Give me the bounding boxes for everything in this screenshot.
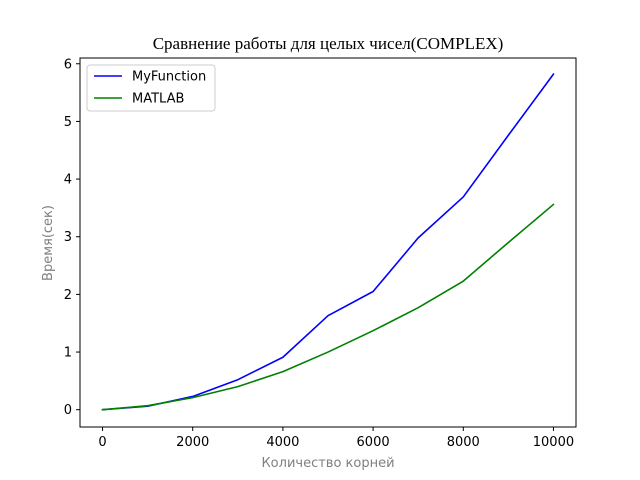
y-tick-label: 3 xyxy=(64,230,72,245)
y-tick-label: 1 xyxy=(64,346,72,361)
series-line-matlab xyxy=(101,203,555,411)
x-tick-label: 10000 xyxy=(533,435,574,450)
series-layer xyxy=(101,73,555,411)
y-tick-label: 2 xyxy=(64,288,72,303)
y-axis-label: Время(сек) xyxy=(41,205,56,281)
x-axis-label: Количество корней xyxy=(261,456,394,471)
x-tick-label: 8000 xyxy=(447,435,480,450)
chart-title: Сравнение работы для целых чисел(COMPLEX… xyxy=(153,34,504,53)
x-tick-label: 2000 xyxy=(176,435,209,450)
x-axis-ticks: 0 2000 4000 6000 8000 10000 xyxy=(98,427,574,450)
y-tick-label: 4 xyxy=(64,173,72,188)
legend-label-matlab: MATLAB xyxy=(132,92,184,107)
y-tick-label: 6 xyxy=(64,57,72,72)
plot-frame xyxy=(79,57,577,428)
x-tick-label: 6000 xyxy=(357,435,390,450)
legend-label-myfunction: MyFunction xyxy=(132,70,206,85)
legend: MyFunction MATLAB xyxy=(86,64,216,112)
y-tick-label: 0 xyxy=(64,403,72,418)
y-tick-label: 5 xyxy=(64,115,72,130)
y-axis-ticks: 0 1 2 3 4 5 6 xyxy=(64,57,80,418)
x-tick-label: 4000 xyxy=(266,435,299,450)
x-tick-label: 0 xyxy=(98,435,106,450)
